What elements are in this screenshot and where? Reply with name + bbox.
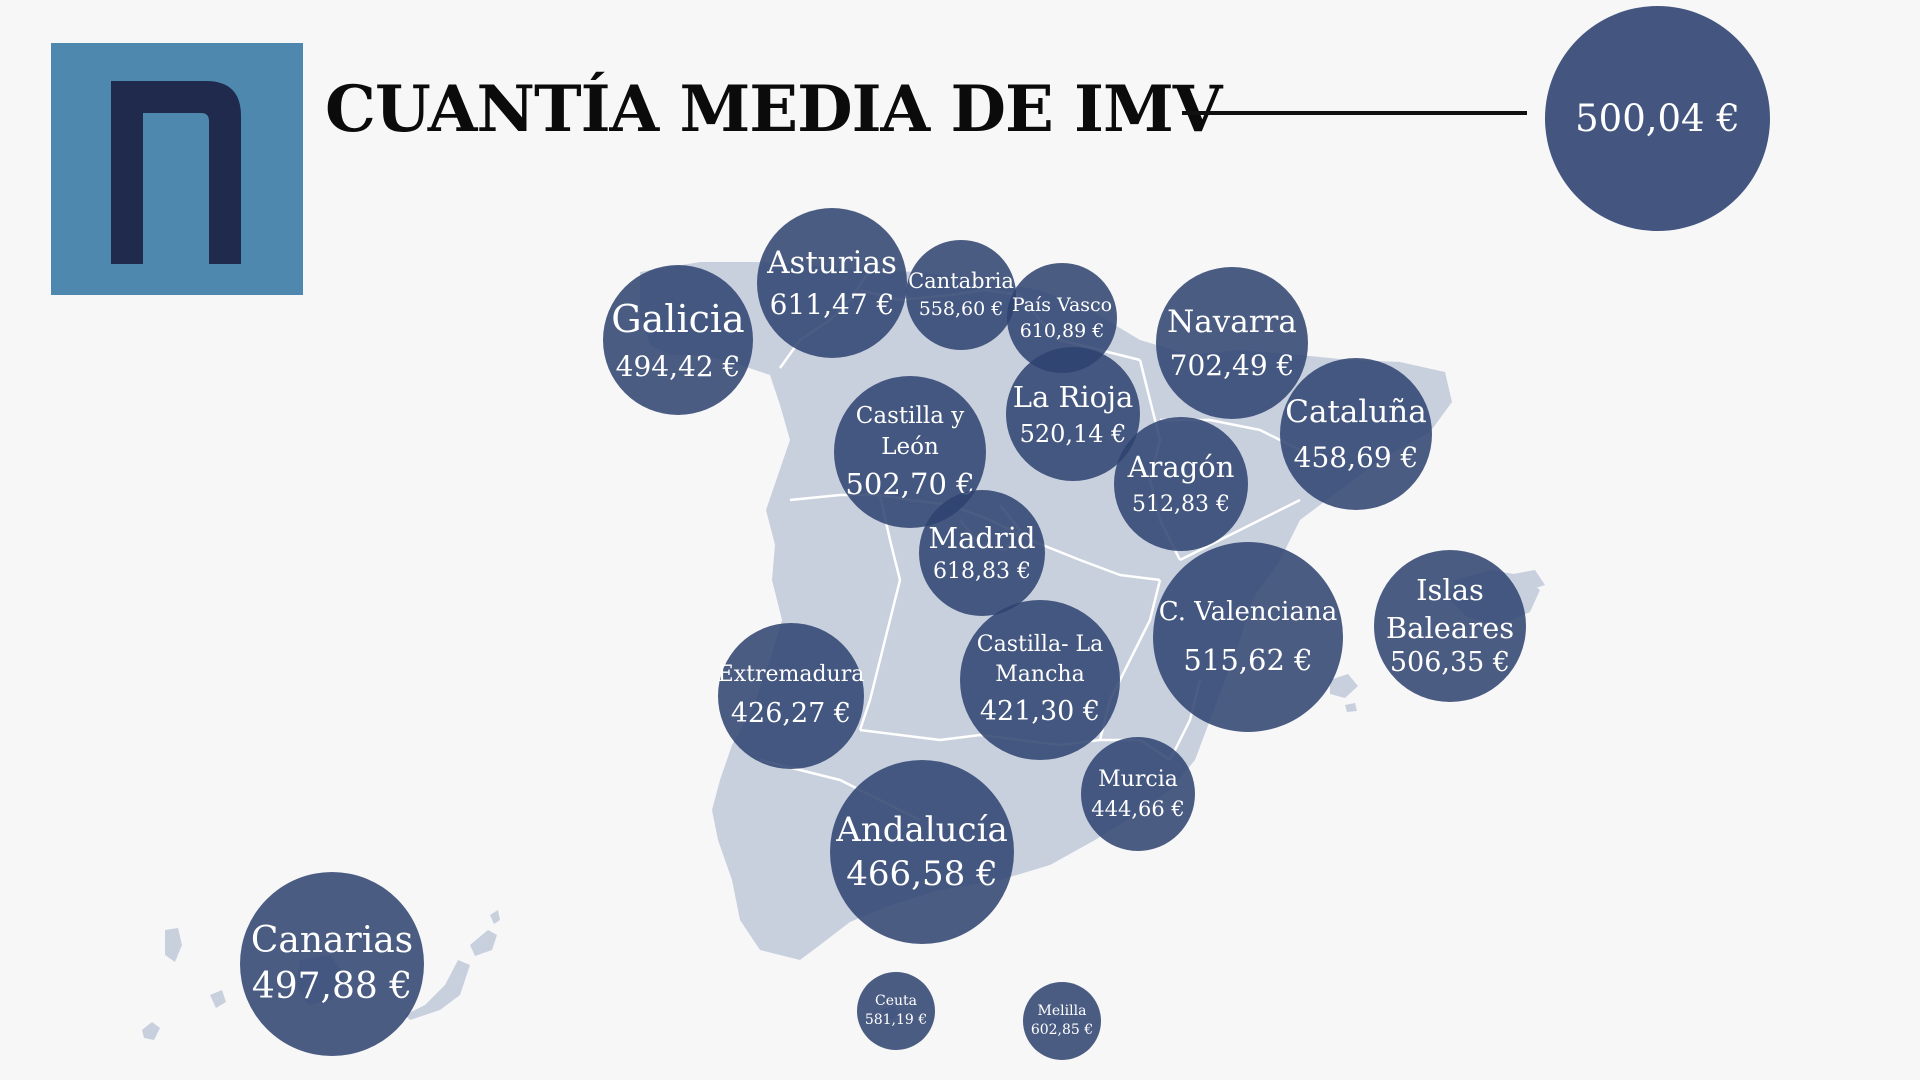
navarra-bubble: Navarra 702,49 € bbox=[1156, 267, 1308, 419]
region-value: 497,88 € bbox=[251, 966, 413, 1007]
formentera-shape bbox=[1345, 703, 1357, 712]
region-value: 515,62 € bbox=[1183, 643, 1313, 678]
region-value: 444,66 € bbox=[1091, 796, 1185, 821]
region-value: 602,85 € bbox=[1030, 1022, 1094, 1038]
region-value: 506,35 € bbox=[1389, 647, 1511, 679]
cantabria-bubble: Cantabria 558,60 € bbox=[906, 240, 1016, 350]
region-name: Andalucía bbox=[836, 809, 1008, 850]
menorca-shape bbox=[1508, 570, 1545, 590]
total-average-value: 500,04 € bbox=[1575, 96, 1740, 140]
region-value: 502,70 € bbox=[845, 467, 975, 502]
c-valenciana-bubble: C. Valenciana 515,62 € bbox=[1153, 542, 1343, 732]
andalucia-bubble: Andalucía 466,58 € bbox=[830, 760, 1014, 944]
extremadura-bubble: Extremadura 426,27 € bbox=[718, 623, 864, 769]
region-name: Aragón bbox=[1127, 449, 1235, 484]
region-name: País Vasco bbox=[1011, 293, 1113, 316]
region-value: 610,89 € bbox=[1019, 320, 1105, 342]
region-name: Islas bbox=[1416, 572, 1484, 607]
region-name: Madrid bbox=[928, 520, 1036, 555]
region-value: 581,19 € bbox=[864, 1012, 928, 1028]
ibiza-shape bbox=[1330, 674, 1358, 698]
title-rule bbox=[1182, 111, 1527, 115]
ceuta-bubble: Ceuta 581,19 € bbox=[857, 972, 935, 1050]
region-name: Castilla y bbox=[855, 402, 965, 429]
region-name: Cantabria bbox=[908, 269, 1014, 294]
region-name: Mancha bbox=[995, 662, 1085, 688]
region-name: Ceuta bbox=[875, 993, 917, 1010]
region-name: Extremadura bbox=[717, 662, 865, 688]
region-name: Cataluña bbox=[1285, 394, 1427, 431]
madrid-bubble: Madrid 618,83 € bbox=[919, 490, 1045, 616]
region-value: 558,60 € bbox=[918, 298, 1004, 321]
galicia-bubble: Galicia 494,42 € bbox=[603, 265, 753, 415]
islas-baleares-bubble: Islas Baleares 506,35 € bbox=[1374, 550, 1526, 702]
region-value: 618,83 € bbox=[933, 559, 1031, 585]
region-value: 512,83 € bbox=[1132, 492, 1230, 518]
logo bbox=[51, 43, 303, 295]
region-name: León bbox=[881, 433, 939, 460]
region-value: 466,58 € bbox=[846, 854, 998, 894]
region-name: C. Valenciana bbox=[1158, 596, 1338, 627]
region-name: Melilla bbox=[1037, 1003, 1087, 1020]
region-value: 426,27 € bbox=[730, 698, 852, 730]
asturias-bubble: Asturias 611,47 € bbox=[757, 208, 907, 358]
total-average-bubble: 500,04 € bbox=[1545, 6, 1770, 231]
region-value: 520,14 € bbox=[1019, 419, 1127, 448]
region-name: Navarra bbox=[1167, 304, 1297, 341]
region-value: 458,69 € bbox=[1293, 440, 1419, 474]
region-value: 702,49 € bbox=[1169, 348, 1295, 382]
region-name: La Rioja bbox=[1012, 379, 1134, 414]
cataluna-bubble: Cataluña 458,69 € bbox=[1280, 358, 1432, 510]
region-value: 494,42 € bbox=[615, 349, 741, 383]
page-title: CUANTÍA MEDIA DE IMV bbox=[325, 72, 1222, 147]
region-value: 611,47 € bbox=[769, 287, 895, 321]
region-name: Asturias bbox=[767, 245, 897, 282]
region-name: Murcia bbox=[1098, 766, 1178, 792]
aragon-bubble: Aragón 512,83 € bbox=[1114, 417, 1248, 551]
region-name: Castilla- La bbox=[976, 632, 1104, 658]
region-name: Canarias bbox=[250, 919, 414, 961]
murcia-bubble: Murcia 444,66 € bbox=[1081, 737, 1195, 851]
castilla-la-mancha-bubble: Castilla- La Mancha 421,30 € bbox=[960, 600, 1120, 760]
region-value: 421,30 € bbox=[979, 696, 1101, 728]
melilla-bubble: Melilla 602,85 € bbox=[1023, 982, 1101, 1060]
region-name: Baleares bbox=[1385, 611, 1515, 646]
region-name: Galicia bbox=[611, 297, 745, 342]
logo-n-icon bbox=[111, 81, 241, 264]
canarias-bubble: Canarias 497,88 € bbox=[240, 872, 424, 1056]
